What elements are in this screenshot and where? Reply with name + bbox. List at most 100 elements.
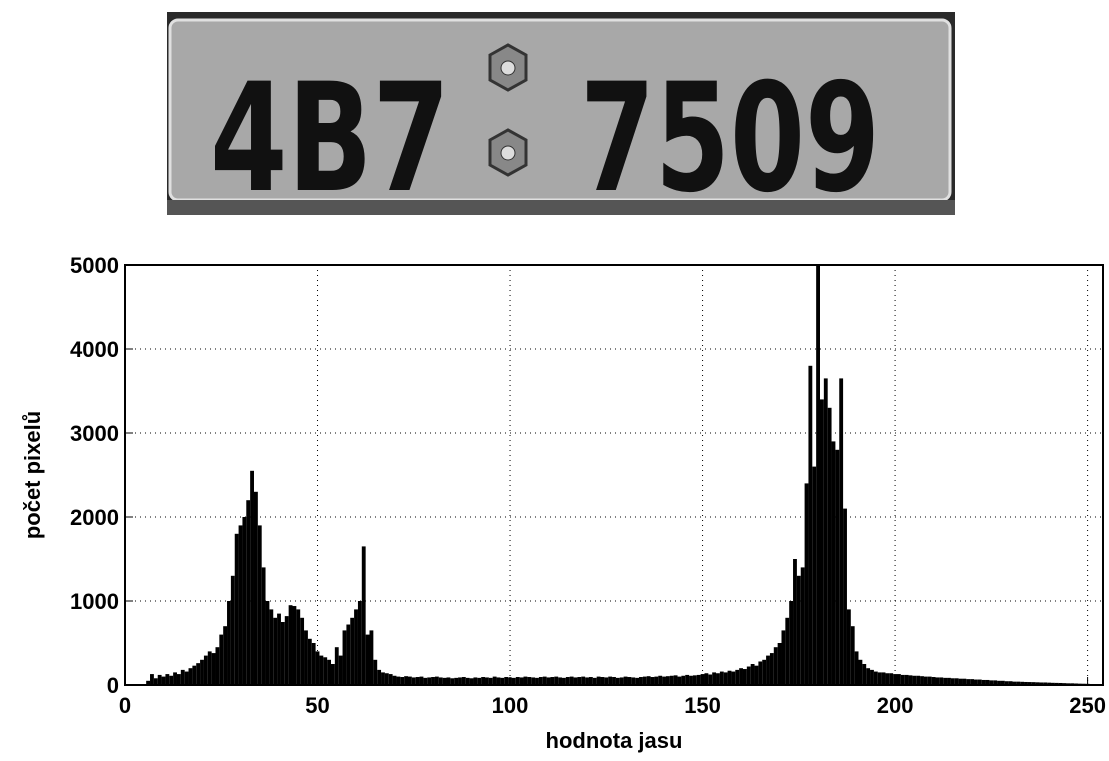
bar (866, 668, 870, 685)
bar (477, 678, 481, 685)
bar (947, 678, 951, 685)
y-tick-label: 5000 (70, 253, 119, 278)
bar (612, 677, 616, 685)
bar (755, 666, 759, 685)
bar (204, 656, 208, 685)
bar (520, 677, 524, 685)
bar (885, 673, 889, 685)
bar (889, 673, 893, 685)
bar (847, 609, 851, 685)
bar (447, 677, 451, 685)
bar (951, 678, 955, 685)
bar (916, 676, 920, 685)
bar (550, 677, 554, 685)
bar (497, 677, 501, 685)
bar (701, 674, 705, 685)
bar (389, 674, 393, 685)
bar (516, 677, 520, 685)
bar (354, 609, 358, 685)
bar (231, 576, 235, 685)
bar (285, 616, 289, 685)
bar (165, 674, 169, 685)
bar (427, 677, 431, 685)
bar (370, 630, 374, 685)
bar (905, 675, 909, 685)
bar (215, 647, 219, 685)
bar (292, 606, 296, 685)
bar (277, 614, 281, 685)
bar (816, 265, 820, 685)
bar (189, 668, 193, 685)
bar (262, 567, 266, 685)
bar (300, 618, 304, 685)
bar (797, 576, 801, 685)
bar (793, 559, 797, 685)
y-tick-label: 0 (107, 673, 119, 698)
bar (685, 675, 689, 685)
bar (169, 676, 173, 685)
bar (393, 676, 397, 685)
bar (574, 677, 578, 685)
bar (250, 471, 254, 685)
bar (843, 509, 847, 685)
bar (181, 670, 185, 685)
bar (223, 626, 227, 685)
bar (162, 677, 166, 685)
bar (489, 678, 493, 685)
bar (704, 673, 708, 685)
bar (620, 677, 624, 685)
bar (416, 677, 420, 685)
bar (512, 678, 516, 685)
bar (562, 678, 566, 685)
bar (781, 630, 785, 685)
x-axis-label: hodnota jasu (546, 728, 683, 753)
bar (362, 546, 366, 685)
bar (208, 651, 212, 685)
bar (731, 672, 735, 685)
bar (331, 664, 335, 685)
bar (785, 618, 789, 685)
bar (396, 677, 400, 685)
bar (454, 678, 458, 685)
bar (404, 676, 408, 685)
bolt-hole (501, 146, 515, 160)
bar (627, 677, 631, 685)
bar (662, 677, 666, 685)
bar (639, 677, 643, 685)
bar (385, 673, 389, 685)
bar (470, 678, 474, 685)
bar (832, 441, 836, 685)
bar (697, 675, 701, 685)
bar (319, 656, 323, 685)
bar (304, 630, 308, 685)
plate-text: 4B7 (210, 52, 450, 226)
bar (312, 643, 316, 685)
bar (955, 678, 959, 685)
bar (535, 678, 539, 685)
bar (912, 676, 916, 685)
bar (412, 677, 416, 685)
bar (543, 677, 547, 685)
bar (239, 525, 243, 685)
bar (366, 635, 370, 685)
bar (897, 674, 901, 685)
bar (747, 667, 751, 685)
bar (778, 643, 782, 685)
x-tick-label: 200 (877, 693, 914, 718)
bar (439, 677, 443, 685)
bar (839, 378, 843, 685)
x-tick-label: 50 (305, 693, 329, 718)
bar (708, 675, 712, 686)
y-tick-label: 1000 (70, 589, 119, 614)
bar (485, 677, 489, 685)
bar (381, 672, 385, 685)
bar (235, 534, 239, 685)
bar (585, 677, 589, 685)
bar (358, 601, 362, 685)
bar (192, 666, 196, 685)
x-tick-label: 150 (684, 693, 721, 718)
bar (766, 656, 770, 685)
bar (631, 677, 635, 685)
bar (254, 492, 258, 685)
y-tick-label: 4000 (70, 337, 119, 362)
